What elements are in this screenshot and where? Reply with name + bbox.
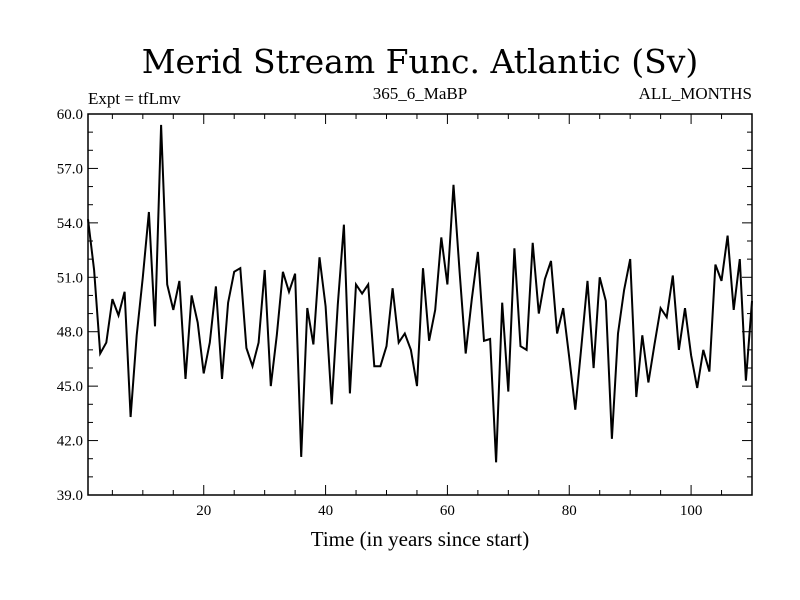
y-tick-label: 39.0 xyxy=(57,488,83,504)
y-tick-label: 54.0 xyxy=(57,216,83,232)
x-tick-label: 60 xyxy=(440,503,455,519)
y-tick-label: 51.0 xyxy=(57,270,83,286)
chart-title: Merid Stream Func. Atlantic (Sv) xyxy=(142,42,699,81)
experiment-label: Expt = tfLmv xyxy=(88,89,181,108)
months-label: ALL_MONTHS xyxy=(639,84,752,103)
y-tick-label: 42.0 xyxy=(57,434,83,450)
run-label: 365_6_MaBP xyxy=(373,84,467,103)
x-tick-label: 40 xyxy=(318,503,333,519)
y-tick-label: 45.0 xyxy=(57,379,83,395)
y-tick-label: 57.0 xyxy=(57,161,83,177)
x-axis-label: Time (in years since start) xyxy=(311,527,530,551)
axis-ticks: 39.0 42.0 45.0 48.0 51.0 54.0 57.0 60.0 20 40 60 80… xyxy=(57,107,753,519)
series-line xyxy=(87,124,753,463)
x-tick-label: 80 xyxy=(562,503,577,519)
plot-frame xyxy=(87,113,753,496)
x-tick-label: 20 xyxy=(196,503,211,519)
y-tick-label: 48.0 xyxy=(57,325,83,341)
y-tick-label: 60.0 xyxy=(57,107,83,123)
x-tick-label: 100 xyxy=(680,503,703,519)
